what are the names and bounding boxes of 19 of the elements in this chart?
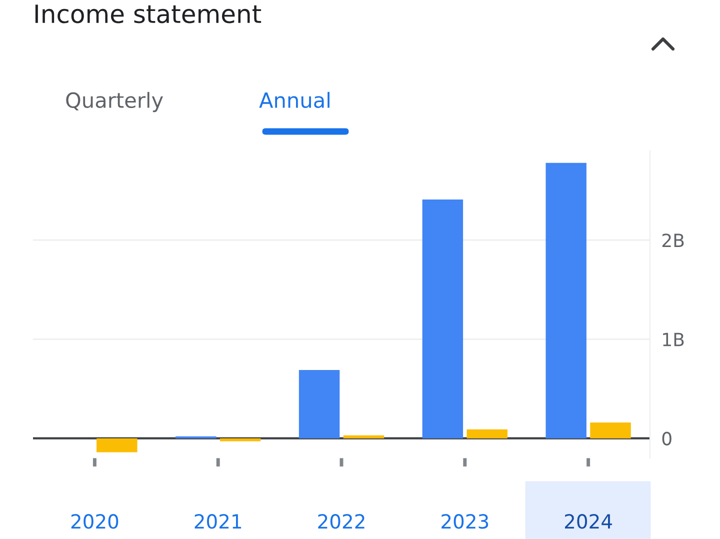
x-tick-label: 2021 xyxy=(194,514,242,529)
x-tick-label: 2024 xyxy=(564,514,612,529)
bar xyxy=(590,422,631,438)
bar xyxy=(466,429,508,438)
x-tick-label: 2023 xyxy=(442,514,488,529)
y-tick-label: 1B xyxy=(663,332,684,346)
y-tick-label: 0 xyxy=(662,432,672,446)
y-tick-label: 2B xyxy=(662,234,684,247)
bar xyxy=(546,162,586,438)
text: Annual xyxy=(259,92,330,108)
chart-title: Income statement xyxy=(35,4,262,24)
bar xyxy=(298,370,340,438)
text: Quarterly xyxy=(66,92,163,112)
bar xyxy=(343,435,384,438)
x-tick-label: 2020 xyxy=(71,514,118,529)
bar xyxy=(422,199,464,438)
bar xyxy=(96,438,138,452)
x-tick-label: 2022 xyxy=(318,514,364,529)
bar xyxy=(220,438,261,442)
